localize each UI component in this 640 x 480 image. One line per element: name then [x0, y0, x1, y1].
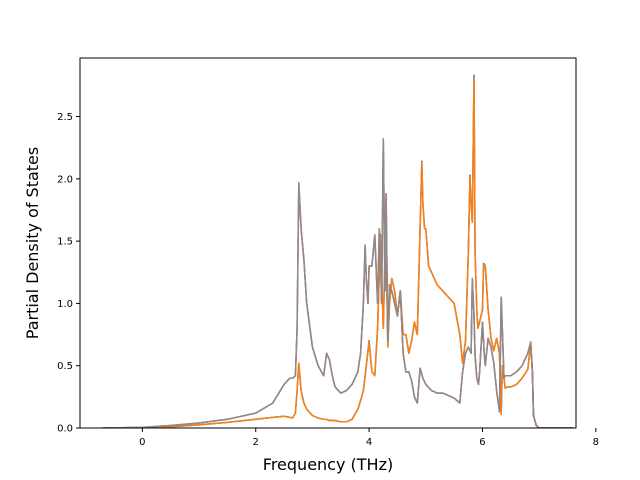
y-tick-label: 0.5 [57, 361, 73, 372]
y-tick-label: 2.0 [57, 174, 73, 185]
x-tick-label: 4 [366, 437, 372, 448]
plot-area: 0 2 4 6 8 0.0 0.5 1.0 1.5 2.0 2.5 [57, 57, 599, 448]
y-tick-label: 1.5 [57, 237, 73, 248]
y-tick-label: 2.5 [57, 112, 73, 123]
x-axis-ticks: 0 2 4 6 8 [139, 428, 599, 448]
x-tick-label: 6 [479, 437, 485, 448]
x-tick-label: 8 [593, 437, 599, 448]
y-tick-label: 0.0 [57, 424, 73, 435]
x-axis-label: Frequency (THz) [263, 455, 393, 474]
x-tick-label: 0 [139, 437, 145, 448]
axes-background [80, 58, 576, 428]
x-tick-label: 2 [253, 437, 259, 448]
axes-frame [79, 57, 577, 429]
y-tick-label: 1.0 [57, 299, 73, 310]
series-layer [102, 74, 574, 428]
y-axis-label: Partial Density of States [23, 147, 42, 339]
y-axis-ticks: 0.0 0.5 1.0 1.5 2.0 2.5 [57, 112, 80, 435]
series-line-3 [102, 138, 574, 428]
series-line-1 [102, 77, 574, 428]
